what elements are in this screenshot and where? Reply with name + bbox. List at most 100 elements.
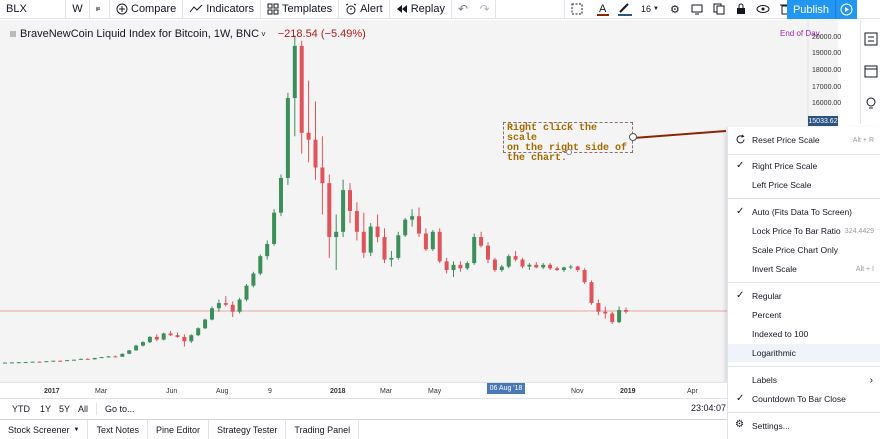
monitor-icon — [691, 4, 703, 14]
menu-item-scale-price-chart-only[interactable]: Scale Price Chart Only — [728, 241, 880, 259]
candle — [437, 228, 442, 264]
range-1y-button[interactable]: 1Y — [40, 404, 52, 414]
candle — [216, 299, 221, 312]
candle — [237, 297, 242, 314]
line-color-button[interactable] — [614, 0, 636, 19]
chart-pane[interactable] — [0, 20, 838, 382]
compare-button[interactable]: Compare — [110, 0, 184, 19]
time-axis[interactable]: 2017 Mar Jun Aug 9 2018 Mar May Nov 2019… — [0, 382, 727, 398]
menu-item-regular[interactable]: ✓ Regular — [728, 287, 880, 305]
drawing-area-button[interactable] — [563, 0, 592, 19]
candle-body — [65, 360, 70, 362]
font-size-value: 16 — [640, 4, 651, 14]
text-color-button[interactable]: A — [592, 0, 614, 19]
indicators-icon — [189, 4, 203, 13]
candle-body — [541, 264, 546, 268]
menu-item-settings[interactable]: ⚙ Settings... — [728, 417, 880, 435]
visibility-button[interactable] — [686, 0, 708, 19]
candle — [341, 179, 346, 238]
candle — [561, 266, 566, 272]
tab-text-notes[interactable]: Text Notes — [88, 419, 149, 439]
copy-icon — [713, 3, 725, 15]
candle — [444, 257, 449, 274]
candle-body — [147, 336, 152, 343]
candle-body — [113, 356, 118, 358]
candle-body — [486, 245, 490, 260]
candle-body — [203, 319, 208, 329]
calendar-icon[interactable] — [864, 64, 878, 78]
candle-body — [582, 270, 587, 283]
menu-divider — [728, 154, 880, 155]
checkmark-icon: ✓ — [736, 290, 745, 301]
font-size-select[interactable]: 16 ▼ — [636, 0, 664, 19]
alert-button[interactable]: Alert — [339, 0, 390, 19]
range-all-button[interactable]: All — [78, 404, 89, 414]
clock-display[interactable]: 23:04:07 — [691, 403, 727, 413]
tab-pine-editor[interactable]: Pine Editor — [148, 419, 210, 439]
clone-button[interactable] — [708, 0, 730, 19]
menu-item-left-price-scale[interactable]: Left Price Scale — [728, 176, 880, 194]
tab-stock-screener[interactable]: Stock Screener ▼ — [0, 419, 89, 439]
menu-item-auto-scale[interactable]: ✓ Auto (Fits Data To Screen) — [728, 203, 880, 221]
candle-body — [141, 342, 145, 346]
watchlist-icon[interactable] — [864, 32, 878, 46]
menu-label: Left Price Scale — [752, 180, 812, 190]
candle-body — [451, 264, 456, 271]
goto-date-button[interactable]: Go to... — [105, 404, 135, 414]
candle — [127, 349, 132, 355]
legend-chevron-icon[interactable]: ˅ — [261, 29, 266, 39]
tab-label: Strategy Tester — [217, 424, 278, 435]
symbol-search[interactable]: BLX — [0, 0, 66, 19]
replay-label: Replay — [410, 3, 445, 15]
candle — [568, 264, 573, 270]
interval-button[interactable]: W — [66, 0, 90, 19]
candle — [9, 362, 14, 364]
replay-button[interactable]: Replay — [390, 0, 452, 19]
menu-label: Scale Price Chart Only — [752, 245, 838, 255]
menu-item-lock-price-to-bar-ratio[interactable]: Lock Price To Bar Ratio 324.4429 — [728, 222, 880, 240]
date-range-bar: YTD 1Y 5Y All Go to... — [0, 398, 727, 419]
range-ytd-button[interactable]: YTD — [12, 404, 30, 414]
menu-item-right-price-scale[interactable]: ✓ Right Price Scale — [728, 157, 880, 175]
publish-button[interactable]: Publish — [787, 0, 835, 19]
play-button[interactable] — [835, 0, 857, 19]
undo-button[interactable]: ↶ — [452, 0, 474, 19]
menu-item-invert-scale[interactable]: Invert Scale Alt + I — [728, 260, 880, 278]
candle-body — [23, 362, 28, 364]
tab-label: Stock Screener — [8, 424, 70, 435]
candle-body — [44, 361, 49, 363]
tab-strategy-tester[interactable]: Strategy Tester — [209, 419, 287, 439]
indicators-button[interactable]: Indicators — [183, 0, 261, 19]
lock-button[interactable] — [730, 0, 752, 19]
redo-button[interactable]: ↷ — [474, 0, 496, 19]
menu-label: Invert Scale — [752, 264, 797, 274]
candle-body — [230, 304, 235, 312]
settings-button[interactable]: ⚙ — [664, 0, 686, 19]
candle — [403, 217, 408, 238]
chart-style-button[interactable] — [90, 0, 110, 19]
menu-item-labels[interactable]: Labels › — [728, 371, 880, 389]
text-annotation[interactable]: Right click the scale on the right side … — [503, 122, 633, 164]
candle-body — [589, 282, 594, 304]
range-5y-button[interactable]: 5Y — [59, 404, 71, 414]
menu-label: Right Price Scale — [752, 161, 818, 171]
time-label: Jun — [166, 388, 178, 395]
candle — [16, 362, 21, 364]
candle — [175, 332, 180, 338]
menu-item-indexed-to-100[interactable]: Indexed to 100 — [728, 325, 880, 343]
menu-item-countdown-to-bar-close[interactable]: ✓ Countdown To Bar Close — [728, 390, 880, 408]
candle-body — [285, 98, 290, 178]
price-chart[interactable] — [0, 20, 838, 382]
alert-label: Alert — [360, 3, 383, 15]
menu-item-reset-price-scale[interactable]: Reset Price Scale Alt + R — [728, 131, 880, 149]
templates-button[interactable]: Templates — [261, 0, 340, 19]
candle — [251, 271, 256, 288]
ideas-icon[interactable] — [864, 96, 878, 110]
tab-trading-panel[interactable]: Trading Panel — [286, 419, 360, 439]
menu-item-percent[interactable]: Percent — [728, 306, 880, 324]
hide-button[interactable] — [752, 0, 774, 19]
checkmark-icon: ✓ — [736, 160, 745, 171]
menu-item-logarithmic[interactable]: Logarithmic — [728, 344, 880, 362]
legend-title[interactable]: BraveNewCoin Liquid Index for Bitcoin, 1… — [20, 28, 260, 40]
chart-legend: BraveNewCoin Liquid Index for Bitcoin, 1… — [10, 28, 366, 40]
